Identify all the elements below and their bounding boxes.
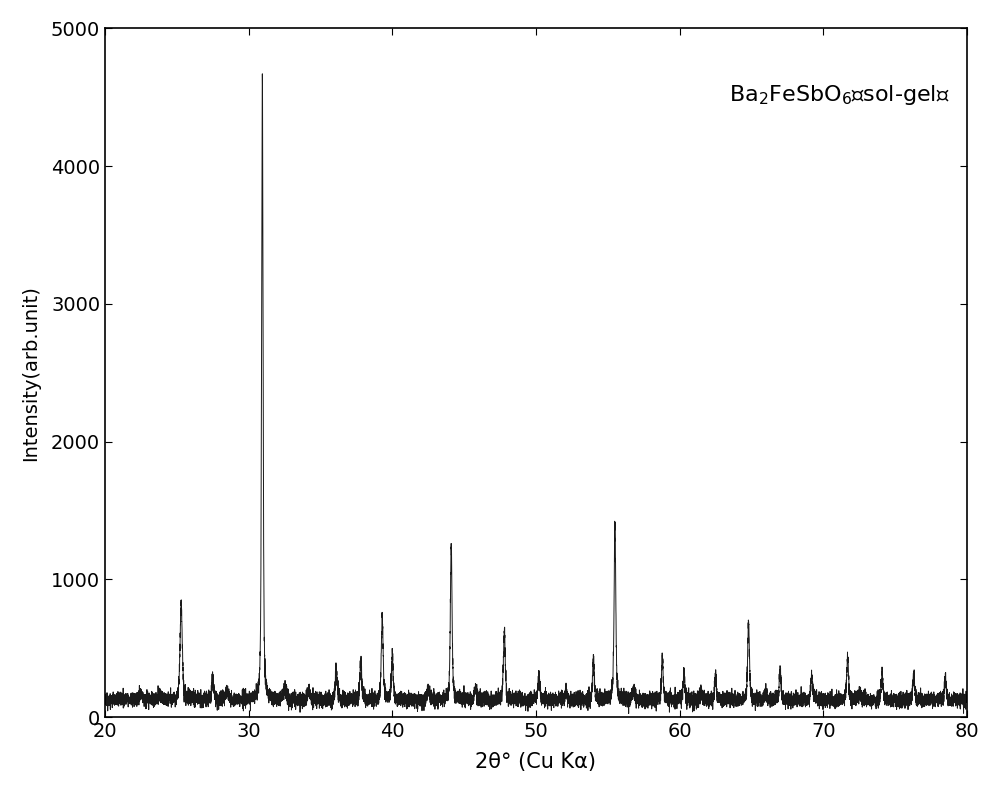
Y-axis label: Intensity(arb.unit): Intensity(arb.unit): [21, 285, 40, 461]
X-axis label: 2θ° (Cu Kα): 2θ° (Cu Kα): [475, 753, 596, 772]
Text: Ba$_2$FeSbO$_6$（sol-gel）: Ba$_2$FeSbO$_6$（sol-gel）: [729, 83, 950, 107]
